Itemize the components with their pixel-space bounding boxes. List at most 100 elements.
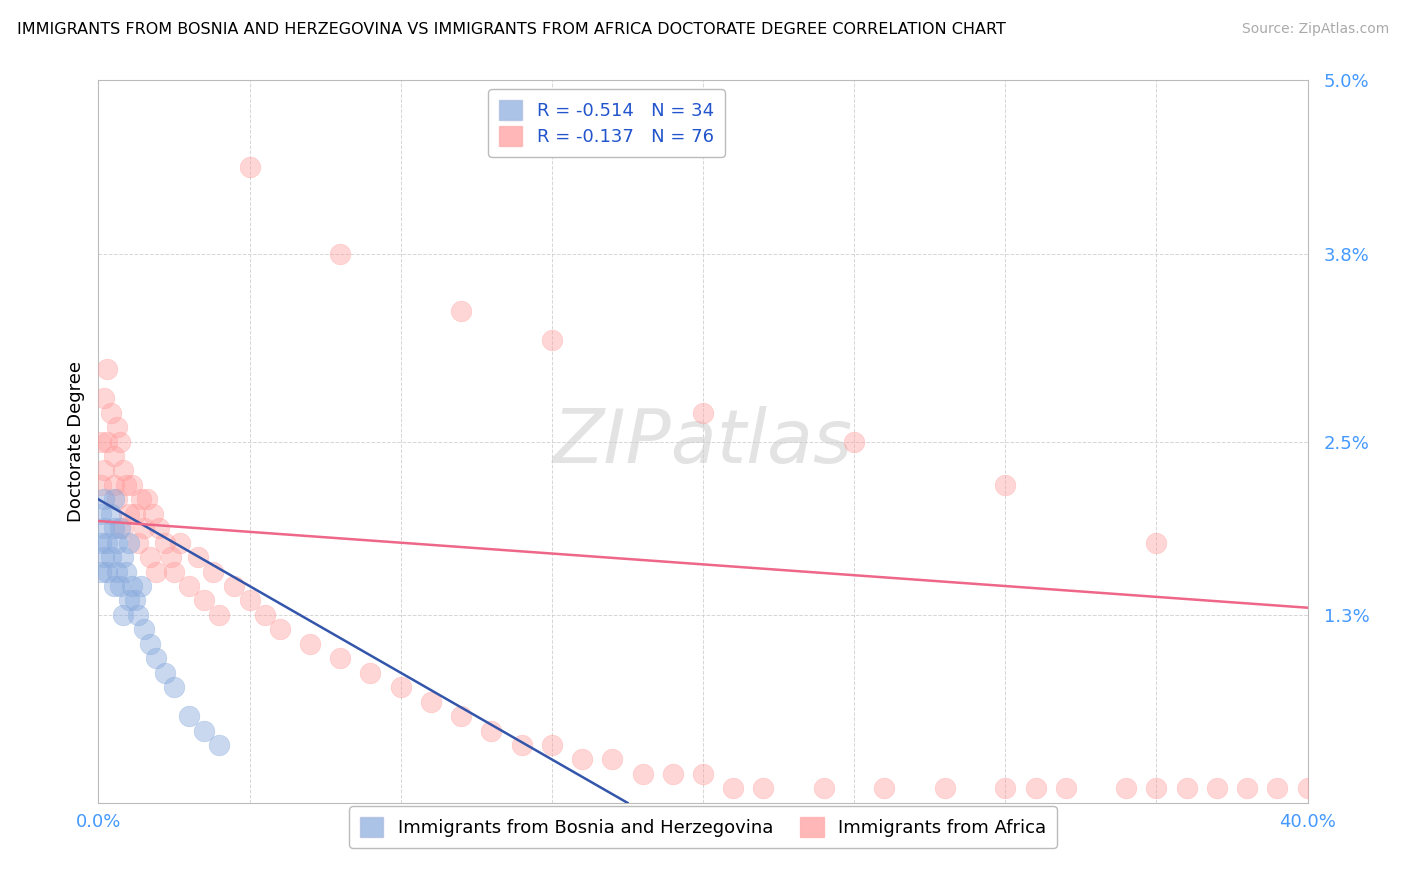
Point: [105, 492, 128, 507]
Point: [108, 521, 131, 535]
Point: [540, 738, 562, 752]
Point: [193, 723, 215, 738]
Point: [329, 651, 352, 665]
Point: [100, 507, 122, 521]
Point: [111, 607, 134, 622]
Point: [239, 160, 262, 174]
Point: [103, 579, 125, 593]
Point: [142, 507, 165, 521]
Point: [208, 738, 231, 752]
Point: [145, 565, 167, 579]
Point: [1206, 781, 1229, 796]
Point: [1175, 781, 1198, 796]
Point: [121, 579, 143, 593]
Point: [100, 406, 122, 420]
Point: [994, 478, 1017, 492]
Point: [96, 565, 118, 579]
Point: [103, 492, 125, 507]
Point: [124, 593, 146, 607]
Point: [224, 579, 246, 593]
Point: [132, 521, 155, 535]
Point: [96, 535, 118, 549]
Point: [661, 767, 683, 781]
Point: [1054, 781, 1077, 796]
Point: [239, 593, 262, 607]
Point: [169, 535, 191, 549]
Point: [127, 535, 149, 549]
Point: [1144, 781, 1167, 796]
Text: IMMIGRANTS FROM BOSNIA AND HERZEGOVINA VS IMMIGRANTS FROM AFRICA DOCTORATE DEGRE: IMMIGRANTS FROM BOSNIA AND HERZEGOVINA V…: [17, 22, 1005, 37]
Point: [179, 709, 201, 723]
Point: [108, 579, 131, 593]
Point: [111, 550, 134, 565]
Point: [163, 680, 186, 694]
Point: [1144, 535, 1167, 549]
Point: [844, 434, 866, 449]
Point: [163, 565, 186, 579]
Point: [389, 680, 412, 694]
Legend: Immigrants from Bosnia and Herzegovina, Immigrants from Africa: Immigrants from Bosnia and Herzegovina, …: [349, 806, 1057, 848]
Point: [813, 781, 835, 796]
Point: [420, 695, 443, 709]
Point: [253, 607, 276, 622]
Point: [160, 550, 183, 565]
Point: [153, 535, 176, 549]
Point: [692, 406, 714, 420]
Point: [118, 535, 141, 549]
Point: [153, 665, 176, 680]
Point: [90, 535, 112, 549]
Point: [269, 623, 291, 637]
Point: [139, 550, 162, 565]
Point: [360, 665, 382, 680]
Point: [90, 507, 112, 521]
Point: [994, 781, 1017, 796]
Point: [329, 246, 352, 260]
Point: [93, 521, 115, 535]
Point: [114, 565, 136, 579]
Point: [111, 521, 134, 535]
Point: [1024, 781, 1046, 796]
Point: [96, 434, 118, 449]
Point: [105, 565, 128, 579]
Point: [103, 449, 125, 463]
Point: [129, 579, 152, 593]
Point: [193, 593, 215, 607]
Point: [481, 723, 503, 738]
Point: [299, 637, 322, 651]
Point: [114, 478, 136, 492]
Point: [103, 478, 125, 492]
Point: [187, 550, 209, 565]
Point: [111, 463, 134, 477]
Point: [145, 651, 167, 665]
Point: [90, 565, 112, 579]
Point: [631, 767, 654, 781]
Point: [105, 420, 128, 434]
Point: [934, 781, 956, 796]
Point: [108, 434, 131, 449]
Point: [93, 463, 115, 477]
Point: [179, 579, 201, 593]
Point: [873, 781, 896, 796]
Point: [103, 521, 125, 535]
Point: [450, 304, 472, 318]
Point: [93, 550, 115, 565]
Point: [90, 478, 112, 492]
Point: [127, 607, 149, 622]
Point: [208, 607, 231, 622]
Point: [510, 738, 533, 752]
Point: [752, 781, 775, 796]
Point: [135, 492, 157, 507]
Point: [124, 507, 146, 521]
Point: [692, 767, 714, 781]
Point: [1236, 781, 1258, 796]
Point: [723, 781, 745, 796]
Point: [105, 535, 128, 549]
Point: [132, 623, 155, 637]
Point: [100, 550, 122, 565]
Point: [96, 362, 118, 376]
Point: [450, 709, 472, 723]
Point: [93, 391, 115, 405]
Y-axis label: Doctorate Degree: Doctorate Degree: [66, 361, 84, 522]
Point: [602, 752, 624, 766]
Point: [540, 334, 562, 348]
